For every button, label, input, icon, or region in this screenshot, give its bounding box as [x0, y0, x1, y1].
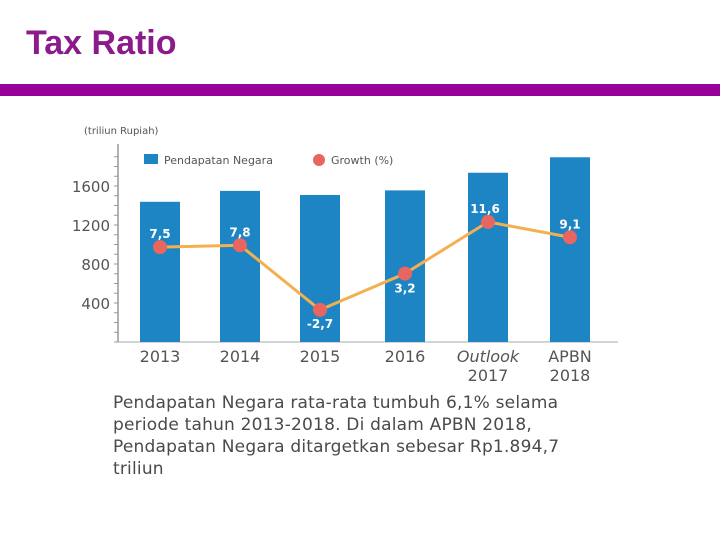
growth-point — [398, 266, 412, 281]
growth-data-label: -2,7 — [307, 317, 333, 331]
growth-data-label: 11,6 — [470, 202, 500, 216]
revenue-growth-chart: (triliun Rupiah) 400 800 1200 1600 7,5 7,8 -2,7… — [72, 126, 618, 385]
x-tick-label: APBN — [548, 347, 592, 366]
x-tick-label: 2016 — [385, 347, 426, 366]
y-tick-label: 1200 — [72, 217, 110, 235]
growth-point — [153, 240, 167, 255]
growth-data-label: 7,5 — [149, 227, 170, 241]
x-tick-label: 2013 — [140, 347, 181, 366]
x-tick-label-year: 2017 — [468, 366, 509, 385]
growth-point — [481, 214, 495, 229]
growth-data-label: 3,2 — [394, 282, 415, 296]
x-tick-label: Outlook — [457, 347, 520, 366]
legend-swatch-bar — [144, 154, 158, 164]
bar-apbn-2018 — [550, 157, 590, 342]
bar-2015 — [300, 194, 340, 342]
growth-line — [159, 220, 571, 312]
bar-2013 — [140, 201, 180, 342]
chart-caption: Pendapatan Negara rata-rata tumbuh 6,1% … — [113, 393, 560, 479]
x-tick-label: 2014 — [220, 347, 261, 366]
growth-point — [233, 238, 247, 253]
y-tick-label: 800 — [81, 256, 110, 274]
bar-outlook-2017 — [468, 172, 508, 342]
slide-title: Tax Ratio — [26, 24, 177, 62]
growth-data-label: 9,1 — [559, 217, 580, 231]
growth-point — [563, 230, 577, 245]
y-tick-label: 400 — [81, 295, 110, 313]
legend-swatch-growth — [313, 154, 325, 166]
growth-point — [313, 302, 327, 317]
y-axis-unit-label: (triliun Rupiah) — [84, 126, 159, 137]
y-tick-label: 1600 — [72, 178, 110, 196]
title-rule — [0, 84, 720, 96]
legend-label-growth: Growth (%) — [331, 154, 393, 167]
bar-2014 — [220, 190, 260, 342]
legend-label-revenue: Pendapatan Negara — [164, 154, 273, 167]
growth-data-label: 7,8 — [229, 225, 250, 239]
x-tick-label-year: 2018 — [550, 366, 591, 385]
x-tick-label: 2015 — [300, 347, 341, 366]
